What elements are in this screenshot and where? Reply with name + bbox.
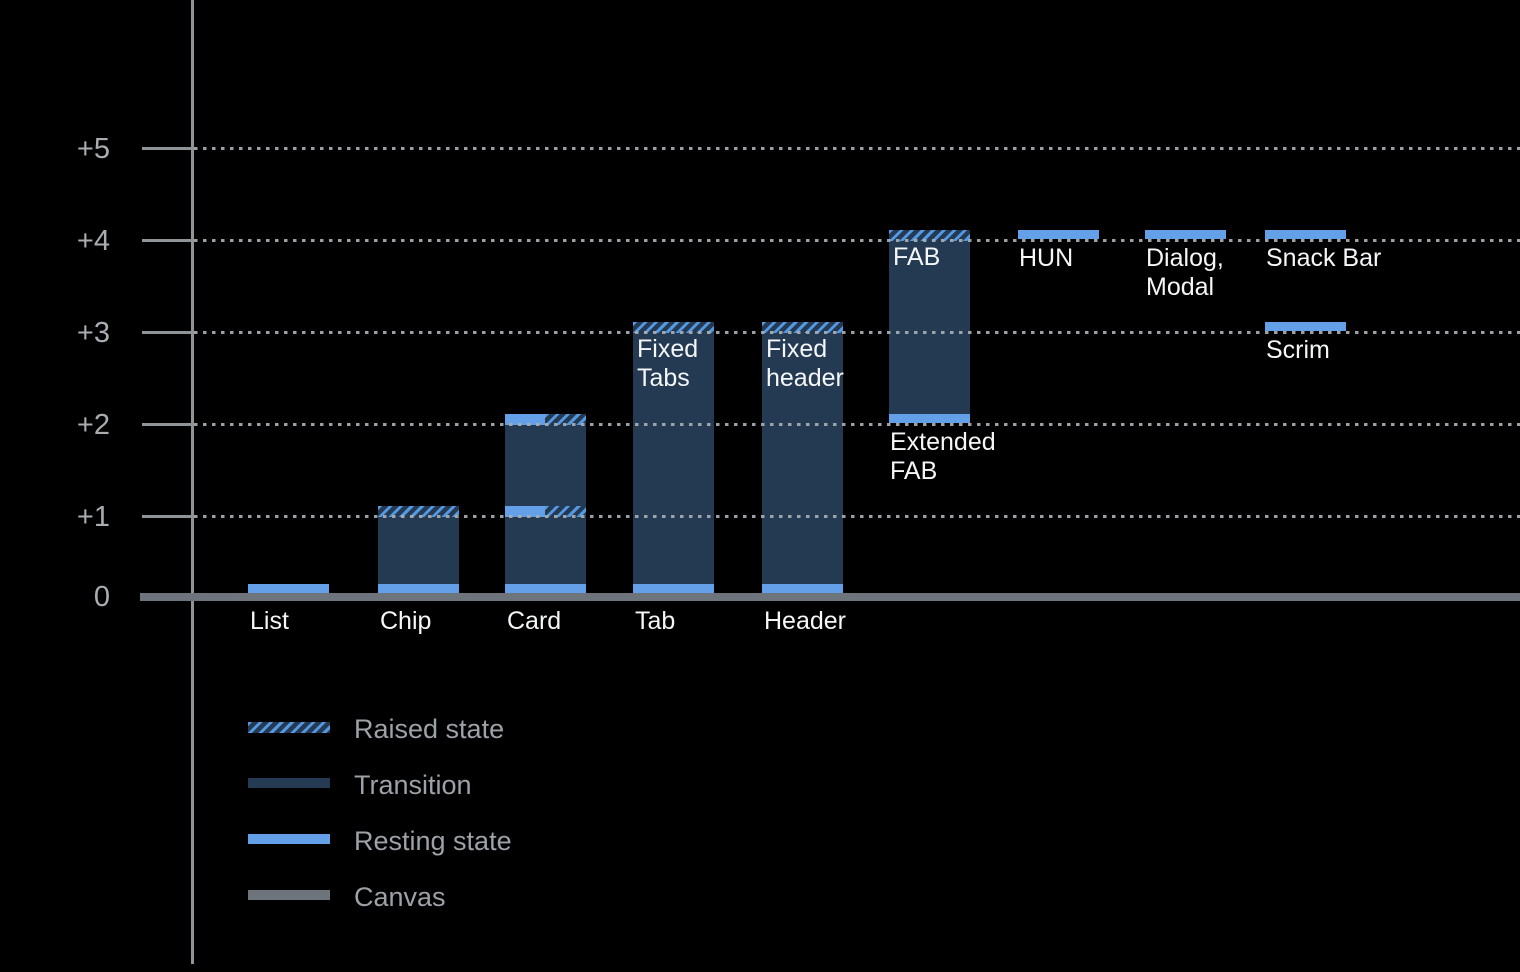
bar-dialog-modal-resting-segment [1145, 229, 1226, 239]
bar-inner-label-tab-line-0: Fixed [637, 334, 699, 363]
bar-label-dialog-modal-line-0: Dialog, [1146, 243, 1224, 272]
bar-label-list-line-0: List [250, 607, 289, 635]
bar-label-tab: Tab [635, 607, 675, 636]
legend-label-canvas: Canvas [354, 882, 446, 912]
legend-item-resting: Resting state [248, 824, 668, 858]
bar-label-scrim-line-0: Scrim [1266, 335, 1330, 364]
bar-inner-label-header-line-0: Fixed [766, 334, 828, 363]
bar-hun-resting-segment [1018, 229, 1099, 239]
gridline-1 [194, 515, 1520, 518]
y-axis-tick-1 [142, 515, 192, 518]
bar-inner-label-extended-fab-line-0: FAB [893, 242, 941, 271]
bar-chip-raised-segment [378, 505, 459, 517]
bar-label-chip-line-0: Chip [380, 607, 432, 635]
bar-header-transition-segment [762, 321, 843, 593]
bar-card-raised-segment-l2 [545, 413, 586, 425]
bar-inner-label-header: Fixed header [766, 335, 844, 393]
bar-snack-bar-resting-segment [1265, 229, 1346, 239]
bar-label-card-line-0: Card [507, 607, 562, 635]
bar-extended-fab-raised-segment [889, 229, 970, 241]
legend-item-transition: Transition [248, 768, 668, 802]
legend-label-transition: Transition [354, 770, 472, 800]
legend-swatch-canvas [248, 890, 330, 900]
bar-card-transition-segment [505, 413, 586, 593]
gridline-4 [194, 239, 1520, 242]
y-tick-label-0: 0 [93, 580, 110, 613]
bar-label-snack-bar: Snack Bar [1266, 244, 1381, 273]
bar-list-resting-segment [248, 583, 329, 593]
bar-chip-resting-segment [378, 583, 459, 593]
legend-item-canvas: Canvas [248, 880, 668, 914]
y-tick-label-1: +1 [76, 500, 110, 533]
legend-label-raised: Raised state [354, 714, 505, 744]
bar-label-chip: Chip [380, 607, 431, 636]
bar-tab-transition-segment [633, 321, 714, 593]
y-tick-label-2: +2 [76, 408, 110, 441]
y-tick-label-3: +3 [76, 316, 110, 349]
bar-label-header: Header [764, 607, 846, 636]
bar-tab-raised-segment [633, 321, 714, 333]
bar-card-raised-segment-l1 [545, 505, 586, 517]
bar-label-extended-fab: Extended FAB [890, 428, 996, 486]
bar-card-resting-segment-l2 [505, 413, 545, 425]
bar-label-scrim: Scrim [1266, 336, 1330, 365]
bar-inner-label-extended-fab: FAB [893, 243, 940, 272]
bar-inner-label-tab-line-1: Tabs [637, 363, 690, 392]
y-tick-label-5: +5 [76, 132, 110, 165]
gridline-3 [194, 331, 1520, 334]
bar-label-extended-fab-line-0: Extended [890, 427, 996, 456]
y-axis-tick-5 [142, 147, 192, 150]
bar-scrim-resting-segment [1265, 321, 1346, 331]
y-tick-label-4: +4 [76, 224, 110, 257]
bar-chip-transition-segment [378, 505, 459, 593]
bar-card-resting-segment [505, 583, 586, 593]
y-axis-tick-2 [142, 423, 192, 426]
y-axis-tick-3 [142, 331, 192, 334]
bar-inner-label-header-line-1: header [766, 363, 844, 392]
legend-swatch-resting [248, 834, 330, 844]
bar-label-dialog-modal-line-1: Modal [1146, 272, 1215, 301]
bar-label-list: List [250, 607, 289, 636]
bar-card-resting-segment-l1 [505, 505, 545, 517]
bar-label-extended-fab-line-1: FAB [890, 456, 938, 485]
gridline-2 [194, 423, 1520, 426]
bar-extended-fab-resting-segment [889, 413, 970, 423]
bar-label-hun: HUN [1019, 244, 1073, 273]
bar-inner-label-tab: Fixed Tabs [637, 335, 698, 393]
legend-swatch-raised [248, 722, 330, 733]
y-axis-line [191, 0, 194, 964]
bar-label-tab-line-0: Tab [635, 607, 676, 635]
legend-label-resting: Resting state [354, 826, 512, 856]
bar-label-header-line-0: Header [764, 607, 846, 635]
bar-header-resting-segment [762, 583, 843, 593]
bar-label-hun-line-0: HUN [1019, 243, 1074, 272]
bar-label-dialog-modal: Dialog, Modal [1146, 244, 1224, 302]
bar-extended-fab-transition-segment [889, 229, 970, 423]
bar-label-card: Card [507, 607, 561, 636]
canvas-line [140, 592, 1520, 601]
bar-header-raised-segment [762, 321, 843, 333]
y-axis-tick-4 [142, 239, 192, 242]
bar-tab-resting-segment [633, 583, 714, 593]
gridline-5 [194, 147, 1520, 150]
bar-label-snack-bar-line-0: Snack Bar [1266, 243, 1382, 272]
legend-item-raised: Raised state [248, 712, 668, 746]
legend-swatch-transition [248, 778, 330, 788]
